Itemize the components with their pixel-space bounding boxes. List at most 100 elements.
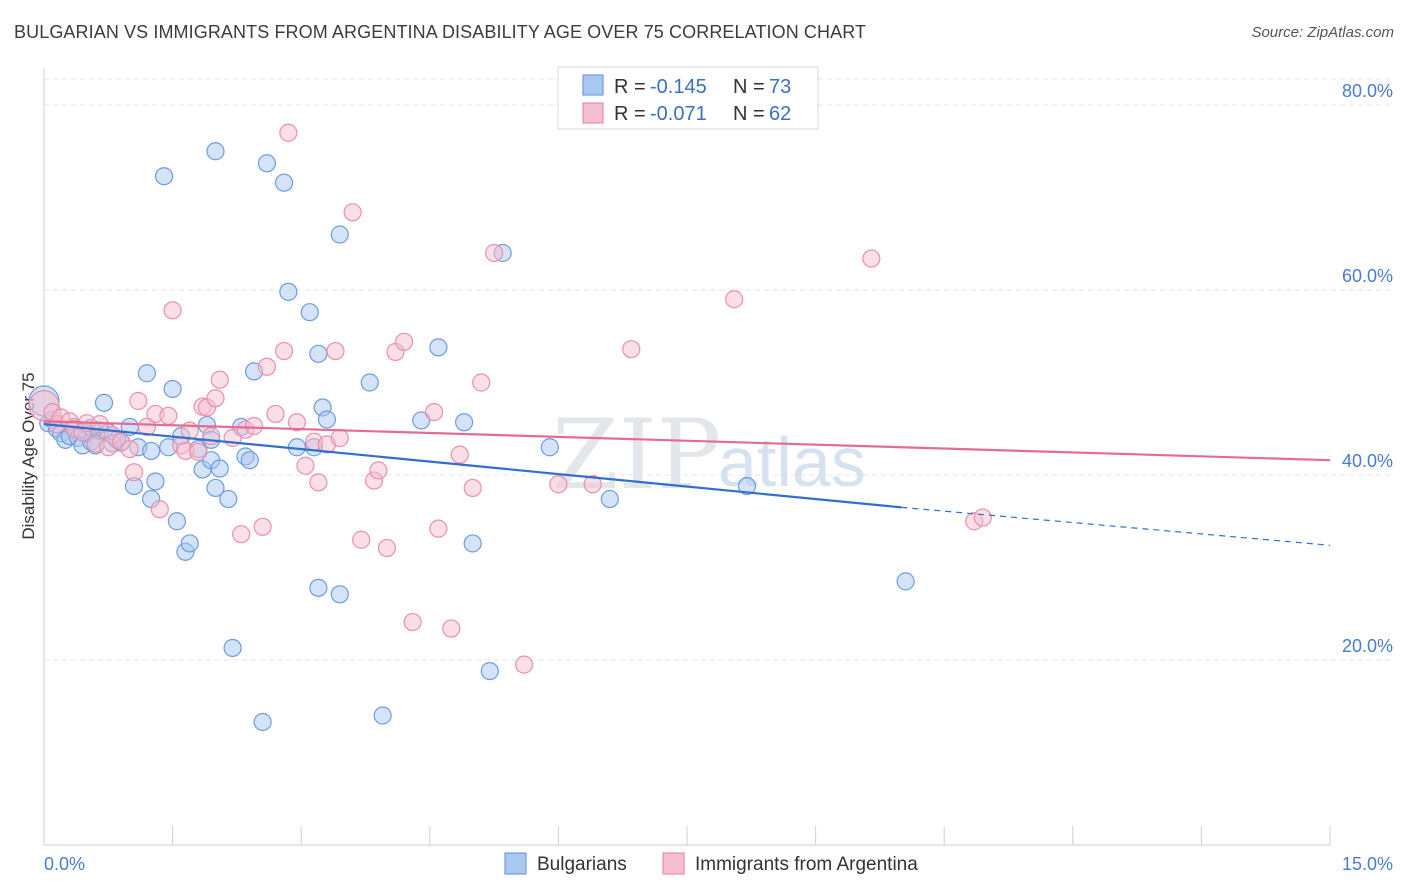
point-bulgarians	[330, 225, 349, 244]
point-bulgarians	[737, 477, 757, 496]
point-argentina	[296, 456, 315, 475]
point-argentina	[202, 427, 221, 446]
point-bulgarians	[219, 489, 238, 509]
point-argentina	[463, 478, 482, 498]
point-bulgarians	[94, 393, 114, 412]
point-bulgarians	[896, 572, 915, 591]
point-argentina	[129, 391, 148, 411]
legend-r-value-2: -0.071	[650, 103, 707, 125]
point-argentina	[309, 473, 328, 492]
point-bulgarians	[206, 478, 225, 498]
legend-r-value-1: -0.145	[650, 76, 707, 98]
point-bulgarians	[309, 578, 328, 597]
y-tick-label: 20.0%	[1342, 636, 1393, 656]
point-argentina	[159, 406, 178, 425]
point-bulgarians	[210, 459, 229, 478]
scatter-points	[28, 123, 992, 732]
point-argentina	[232, 525, 251, 544]
trend-line-bulgarians-extension	[901, 506, 1331, 546]
point-argentina	[274, 341, 294, 361]
legend-n-label-1: N =	[733, 76, 765, 98]
legend-swatch-blue	[582, 74, 604, 96]
point-argentina	[515, 655, 534, 674]
point-argentina	[450, 445, 469, 464]
point-argentina	[973, 508, 992, 527]
y-tick-labels: 20.0% 40.0% 60.0% 80.0%	[1342, 81, 1393, 656]
point-bulgarians	[373, 706, 392, 725]
point-argentina	[424, 403, 444, 422]
y-tick-label: 80.0%	[1342, 81, 1393, 101]
stats-legend: R = -0.145 N = 73 R = -0.071 N = 62	[557, 66, 819, 130]
point-bulgarians	[167, 512, 186, 531]
legend-swatch-pink	[582, 102, 604, 124]
point-argentina	[369, 461, 388, 480]
point-argentina	[244, 416, 264, 436]
chart-source: Source: ZipAtlas.com	[1251, 24, 1394, 41]
legend-r-label-2: R =	[614, 103, 646, 125]
y-tick-label: 60.0%	[1342, 266, 1393, 286]
point-argentina	[403, 612, 422, 632]
point-bulgarians	[137, 364, 156, 383]
trend-line-bulgarians	[43, 423, 902, 509]
point-argentina	[583, 475, 602, 494]
point-argentina	[725, 290, 744, 309]
point-argentina	[352, 530, 371, 549]
point-bulgarians	[309, 344, 328, 363]
point-argentina	[210, 370, 229, 389]
point-argentina	[137, 417, 156, 436]
legend-n-value-1: 73	[769, 76, 791, 98]
point-argentina	[120, 440, 139, 459]
point-argentina	[442, 619, 461, 638]
point-bulgarians	[540, 438, 559, 457]
point-argentina	[287, 413, 307, 432]
point-bulgarians	[163, 379, 182, 399]
point-bulgarians	[429, 338, 448, 357]
legend-n-label-2: N =	[733, 103, 765, 125]
trend-lines	[43, 420, 1331, 546]
point-bulgarians	[206, 142, 225, 161]
bottom-legend: Bulgarians Immigrants from Argentina	[504, 852, 918, 875]
point-argentina	[485, 243, 504, 263]
point-argentina	[343, 203, 362, 222]
point-argentina	[429, 519, 448, 538]
point-bulgarians	[142, 441, 161, 461]
point-argentina	[124, 463, 144, 482]
bottom-legend-label-argentina: Immigrants from Argentina	[695, 854, 918, 875]
point-argentina	[257, 357, 277, 376]
bottom-legend-swatch-argentina	[662, 852, 685, 875]
point-bulgarians	[146, 472, 165, 491]
point-bulgarians	[463, 534, 482, 553]
x-tick-label: 15.0%	[1342, 854, 1393, 874]
point-bulgarians	[300, 303, 319, 322]
point-bulgarians	[330, 585, 349, 604]
legend-r-label-1: R =	[614, 76, 646, 98]
point-argentina	[394, 332, 414, 351]
point-bulgarians	[240, 451, 259, 470]
point-argentina	[326, 341, 345, 361]
point-bulgarians	[257, 154, 277, 173]
point-argentina	[163, 301, 182, 320]
x-tick-labels: 0.0% 15.0%	[43, 826, 1393, 874]
x-tick-label: 0.0%	[44, 854, 85, 874]
point-argentina	[549, 475, 568, 494]
point-bulgarians	[180, 534, 199, 553]
point-bulgarians	[454, 413, 474, 432]
point-bulgarians	[412, 411, 431, 430]
point-argentina	[189, 442, 208, 461]
point-argentina	[472, 373, 491, 392]
point-bulgarians	[360, 373, 379, 392]
point-argentina	[150, 500, 169, 519]
y-tick-label: 40.0%	[1342, 451, 1393, 471]
point-bulgarians	[154, 167, 174, 186]
point-bulgarians	[600, 489, 619, 509]
watermark: ZIP atlas	[552, 399, 866, 511]
point-argentina	[377, 538, 397, 558]
point-bulgarians	[253, 712, 272, 732]
point-bulgarians	[480, 661, 499, 681]
trend-line-argentina	[43, 420, 1331, 462]
legend-n-value-2: 62	[769, 103, 791, 125]
point-bulgarians	[274, 173, 294, 192]
point-argentina	[622, 340, 641, 359]
bottom-legend-swatch-bulgarians	[504, 852, 527, 875]
